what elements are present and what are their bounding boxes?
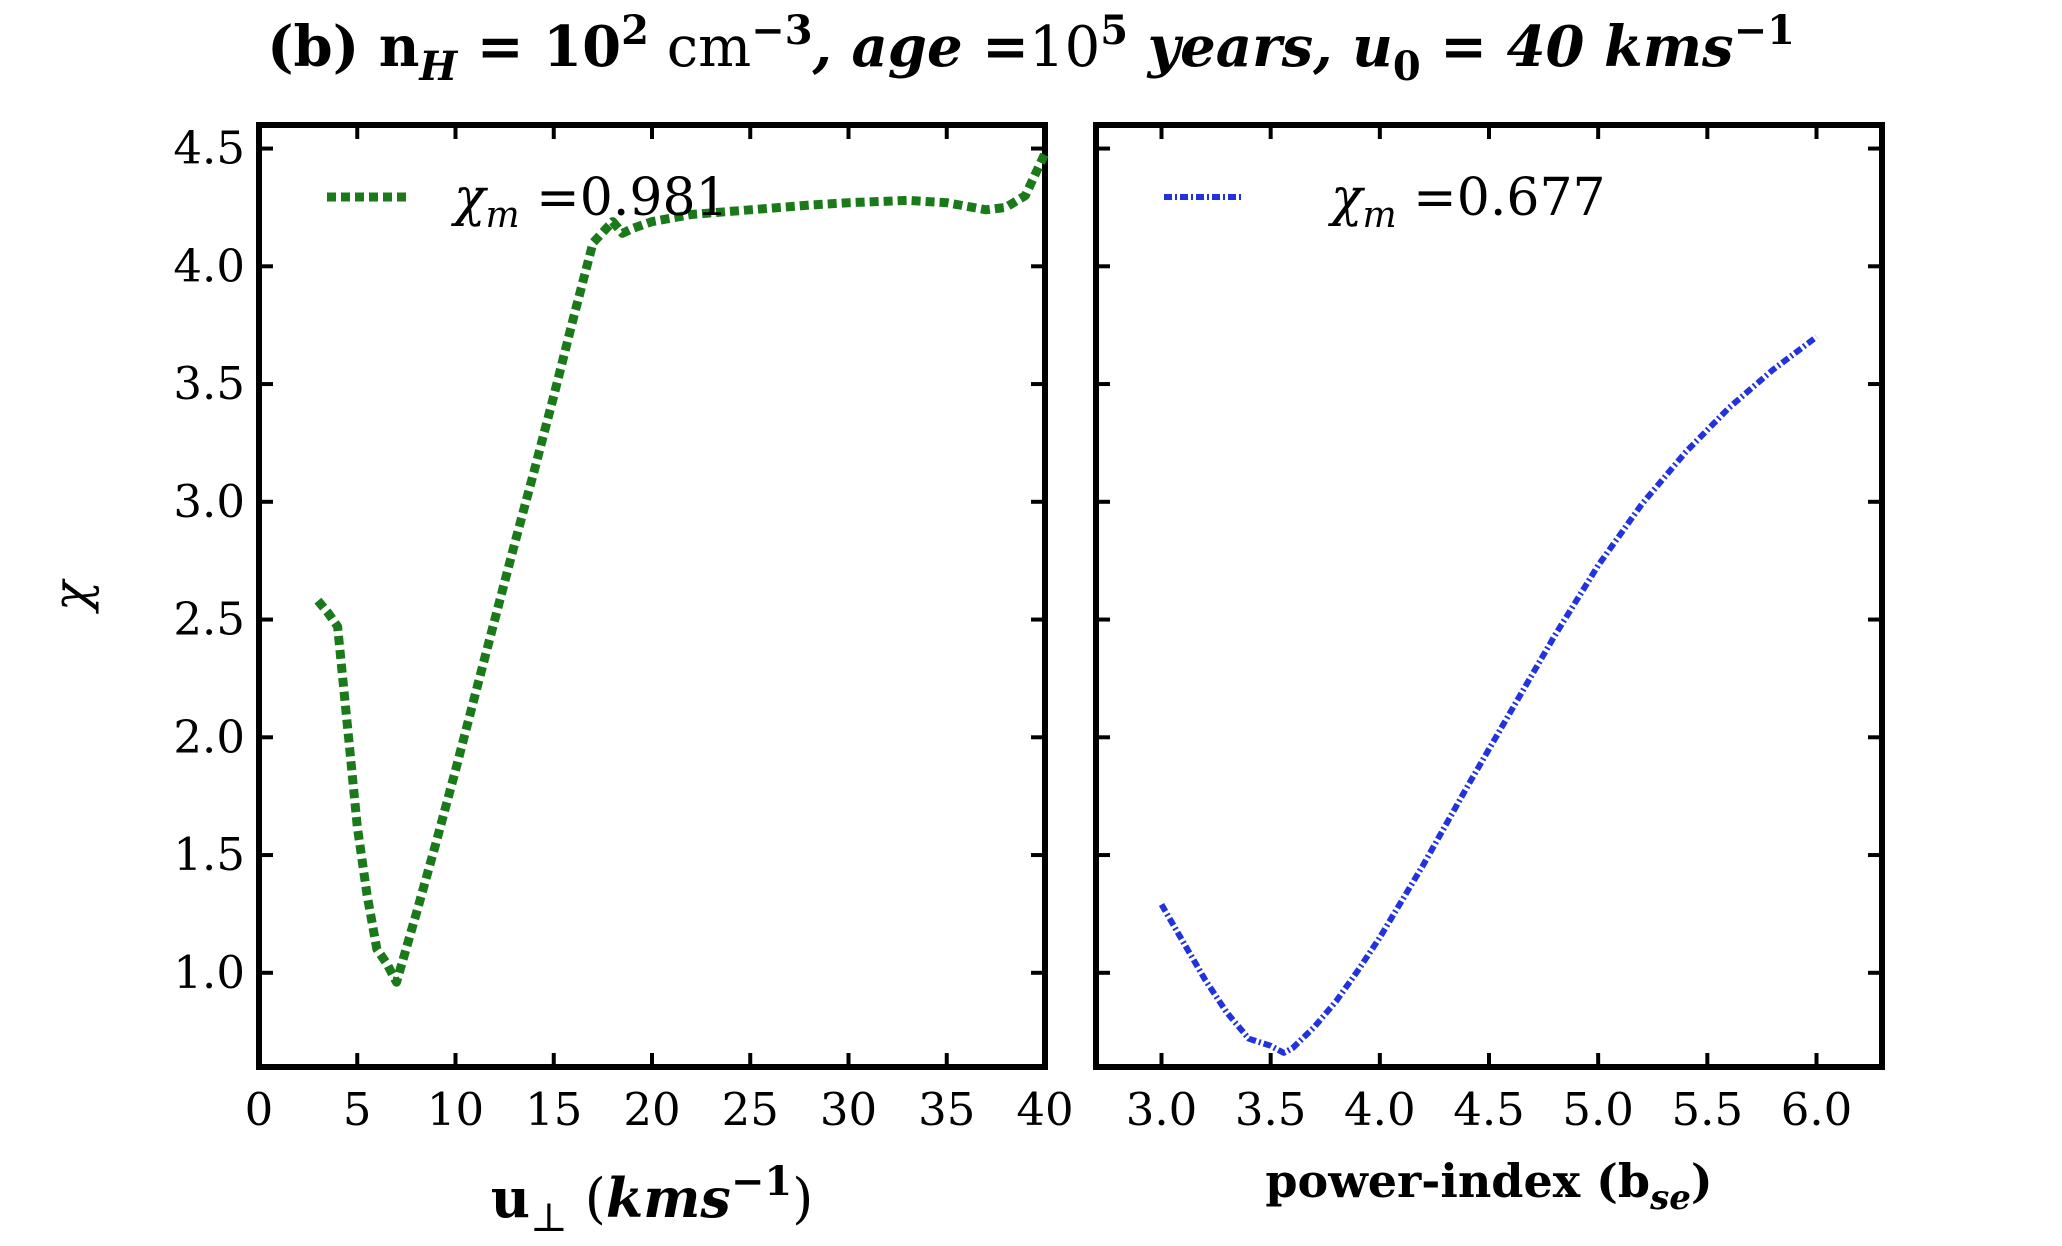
x-label-paren: ( — [568, 1167, 606, 1230]
y-tick-label: 3.5 — [173, 357, 245, 410]
title-part: 5 — [1100, 7, 1128, 54]
x-tick-label: 0 — [245, 1083, 274, 1136]
series-line-1 — [1158, 334, 1819, 1056]
x-tick-label: 3.5 — [1235, 1083, 1307, 1136]
x-label-unit: kms — [606, 1166, 731, 1230]
x-axis-label: power-index (bse) — [1265, 1154, 1712, 1218]
panel-2: 3.0 3.5 4.0 4.5 5.0 5.5 6.0 χm =0.677 power-inde… — [1093, 122, 1885, 1218]
legend-value: =0.677 — [1397, 168, 1606, 228]
x-tick-label: 3.0 — [1126, 1083, 1198, 1136]
panel-1: 0 5 10 15 20 25 30 35 40 1.0 1.5 2.0 2.5 3.0 3.5 4.0 4.5… — [173, 122, 1073, 1241]
x-tick-label: 30 — [820, 1083, 877, 1136]
x-label-sub: ⊥ — [530, 1195, 568, 1241]
legend-value: =0.981 — [520, 168, 729, 228]
y-tick-label: 4.0 — [173, 239, 245, 292]
x-label-close: ) — [1691, 1154, 1713, 1208]
y-tick-label: 1.0 — [173, 946, 245, 999]
x-tick-label: 10 — [427, 1083, 484, 1136]
x-tick-label: 15 — [525, 1083, 582, 1136]
y-tick-label: 2.5 — [173, 593, 245, 646]
title-part: = 10 — [457, 14, 621, 80]
legend-subscript: m — [1363, 195, 1397, 236]
title-part: cm — [649, 15, 751, 80]
y-axis-label: χ — [42, 578, 100, 614]
x-label-main: u — [491, 1166, 530, 1230]
x-label-paren-close: ) — [792, 1167, 813, 1230]
x-label-main: power-index (b — [1265, 1154, 1650, 1208]
x-tick-label: 4.0 — [1344, 1083, 1416, 1136]
x-tick-label: 25 — [722, 1083, 779, 1136]
title-part: 0 — [1393, 43, 1421, 90]
title-part: , age = — [812, 14, 1029, 80]
x-tick-label: 5.5 — [1672, 1083, 1744, 1136]
title-part: H — [418, 43, 458, 90]
chart-title: (b) nH = 102 cm−3, age =105 years, u0 = … — [267, 7, 1795, 90]
legend-subscript: m — [486, 195, 520, 236]
x-tick-label: 6.0 — [1781, 1083, 1853, 1136]
x-tick-label: 35 — [918, 1083, 975, 1136]
title-part: −1 — [1734, 7, 1795, 54]
legend-symbol: χ — [450, 168, 489, 228]
plot-frame — [256, 122, 1048, 1070]
x-label-sup: −1 — [731, 1158, 792, 1205]
x-tick-label: 5.0 — [1562, 1083, 1634, 1136]
y-tick-label: 1.5 — [173, 828, 245, 881]
legend-symbol: χ — [1327, 168, 1366, 228]
y-tick-label: 4.5 — [173, 122, 245, 175]
title-part: years, u — [1128, 14, 1393, 80]
y-tick-label: 2.0 — [173, 710, 245, 763]
x-tick-label: 4.5 — [1453, 1083, 1525, 1136]
x-axis-label: u⊥ (kms−1) — [491, 1158, 814, 1241]
title-part: (b) n — [267, 14, 419, 80]
x-tick-label: 5 — [343, 1083, 372, 1136]
title-part: 10 — [1029, 15, 1100, 80]
series-line-1 — [314, 151, 1050, 987]
x-tick-label: 40 — [1016, 1083, 1073, 1136]
plot-frame — [1093, 122, 1885, 1070]
x-label-sub: se — [1649, 1178, 1691, 1218]
title-part: = 40 kms — [1421, 14, 1734, 80]
legend-label: χm =0.677 — [1327, 168, 1606, 236]
title-part: −3 — [751, 7, 812, 54]
title-part: 2 — [621, 7, 649, 54]
y-tick-label: 3.0 — [173, 475, 245, 528]
x-tick-label: 20 — [623, 1083, 680, 1136]
legend-label: χm =0.981 — [450, 168, 729, 236]
